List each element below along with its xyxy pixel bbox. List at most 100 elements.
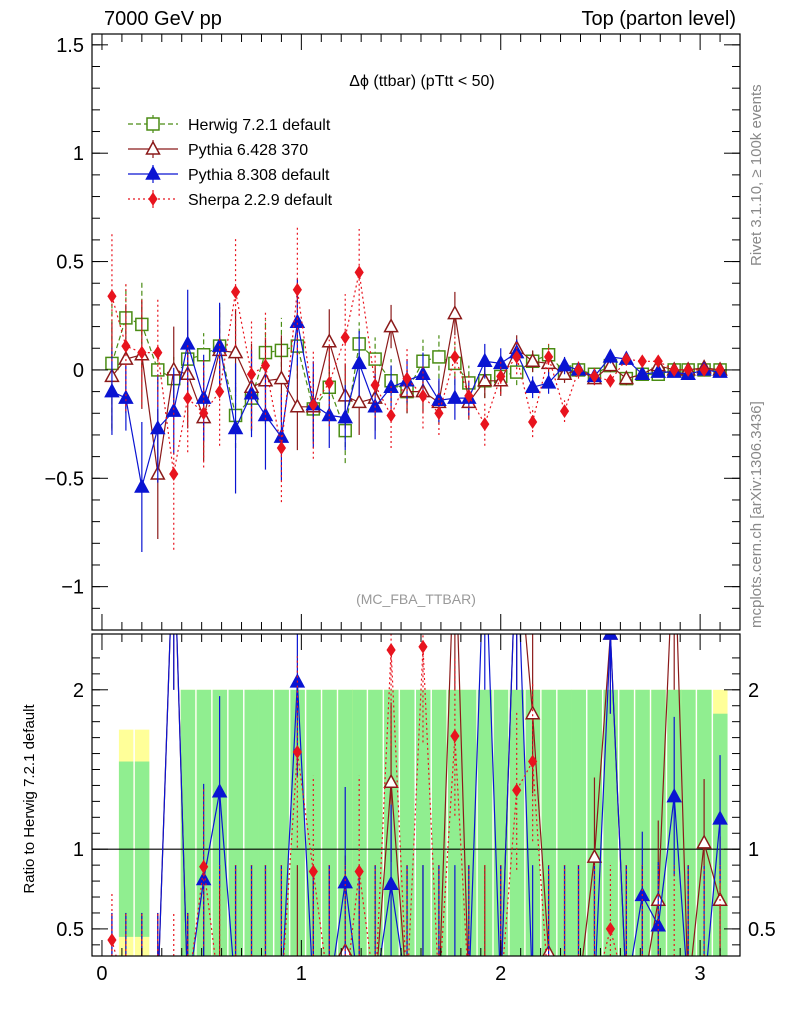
x-tick-label: 3 (695, 963, 706, 985)
data-point (699, 363, 709, 377)
band-green (258, 689, 273, 956)
header-left: 7000 GeV pp (104, 8, 222, 30)
data-point (650, 363, 667, 378)
data-point (169, 467, 179, 481)
ratio-frame (91, 633, 741, 957)
data-point (618, 370, 635, 385)
y-tick-label: 1.5 (56, 35, 84, 57)
y-tick-label: 0 (73, 360, 84, 382)
chart-title: Δϕ (ttbar) (pTtt < 50) (349, 73, 494, 90)
data-point (383, 773, 399, 788)
ratio-y-tick-label: 0.5 (56, 919, 84, 941)
band-green (244, 689, 259, 956)
data-point (104, 383, 120, 398)
data-point (524, 352, 541, 368)
band-green (571, 689, 586, 956)
data-point (153, 345, 163, 360)
data-point (107, 933, 117, 947)
data-point (337, 409, 353, 424)
data-point (354, 265, 364, 280)
y-tick-label: 0.5 (56, 252, 84, 274)
x-tick-label: 1 (296, 963, 307, 985)
y-tick-label: 1 (73, 143, 84, 165)
header-right: Top (parton level) (581, 8, 736, 30)
legend-marker-pythia6 (145, 140, 161, 155)
data-point (137, 345, 147, 360)
data-point (683, 363, 693, 377)
data-point (434, 406, 444, 421)
data-point (368, 352, 382, 366)
main-frame (91, 33, 741, 631)
data-point (230, 285, 241, 299)
series-line-pythia8 (158, 634, 721, 956)
data-point (586, 848, 603, 863)
data-point (324, 376, 334, 390)
data-point (183, 391, 193, 406)
data-point (118, 350, 134, 365)
data-point (524, 705, 541, 720)
band-green (322, 689, 337, 956)
legend-label-sherpa: Sherpa 2.2.9 default (188, 192, 333, 209)
data-point (447, 389, 463, 404)
band-green (352, 689, 367, 956)
analysis-watermark: (MC_FBA_TTBAR) (356, 591, 476, 607)
data-point (450, 350, 460, 364)
data-point (512, 350, 522, 364)
data-point (543, 350, 554, 364)
data-point (386, 408, 396, 423)
main-plot-area (104, 224, 728, 552)
data-point (386, 643, 396, 657)
data-point (512, 783, 522, 798)
data-point (573, 363, 584, 377)
data-point (477, 372, 493, 387)
ratio-y-tick-label: 2 (73, 680, 84, 702)
series-line-sherpa (111, 272, 721, 475)
data-point (340, 330, 350, 345)
x-tick-label: 2 (495, 963, 506, 985)
data-point (477, 352, 493, 368)
data-point (292, 745, 302, 759)
data-point (402, 371, 412, 386)
band-green (416, 689, 431, 956)
data-point (696, 834, 712, 849)
data-point (602, 357, 619, 372)
ratio-y-tick-label: 1 (73, 839, 84, 861)
data-point (496, 369, 506, 384)
band-green (557, 689, 573, 956)
data-point (351, 393, 367, 409)
legend-marker-pythia8 (145, 165, 161, 180)
data-point (308, 397, 318, 412)
band-green (274, 689, 289, 956)
legend: Herwig 7.2.1 default Pythia 6.428 370 Pyth… (128, 115, 333, 209)
data-point (134, 478, 150, 493)
data-point (712, 810, 728, 825)
band-green (603, 689, 618, 956)
data-point (602, 634, 619, 640)
ratio-plot-area (92, 634, 740, 956)
band-green (619, 689, 634, 956)
data-point (260, 358, 271, 373)
data-point (480, 417, 490, 432)
legend-label-herwig: Herwig 7.2.1 default (188, 117, 331, 134)
data-point (289, 398, 306, 413)
legend-marker-herwig (146, 117, 160, 131)
band-green (541, 689, 557, 956)
data-point (211, 783, 228, 798)
data-point (621, 352, 631, 366)
data-point (637, 354, 647, 369)
ratio-y-tick-label-right: 2 (748, 680, 759, 702)
data-point (602, 348, 619, 363)
data-point (383, 318, 399, 333)
data-point (418, 389, 428, 403)
data-point (121, 339, 131, 353)
data-point (666, 788, 682, 803)
data-point (273, 370, 290, 385)
data-point (418, 639, 428, 654)
data-point (354, 864, 364, 879)
data-point (540, 374, 557, 389)
y-tick-label: −0.5 (45, 468, 84, 490)
ratio-y-tick-label-right: 0.5 (748, 919, 776, 941)
legend-label-pythia6: Pythia 6.428 370 (188, 142, 308, 159)
data-point (528, 754, 538, 769)
